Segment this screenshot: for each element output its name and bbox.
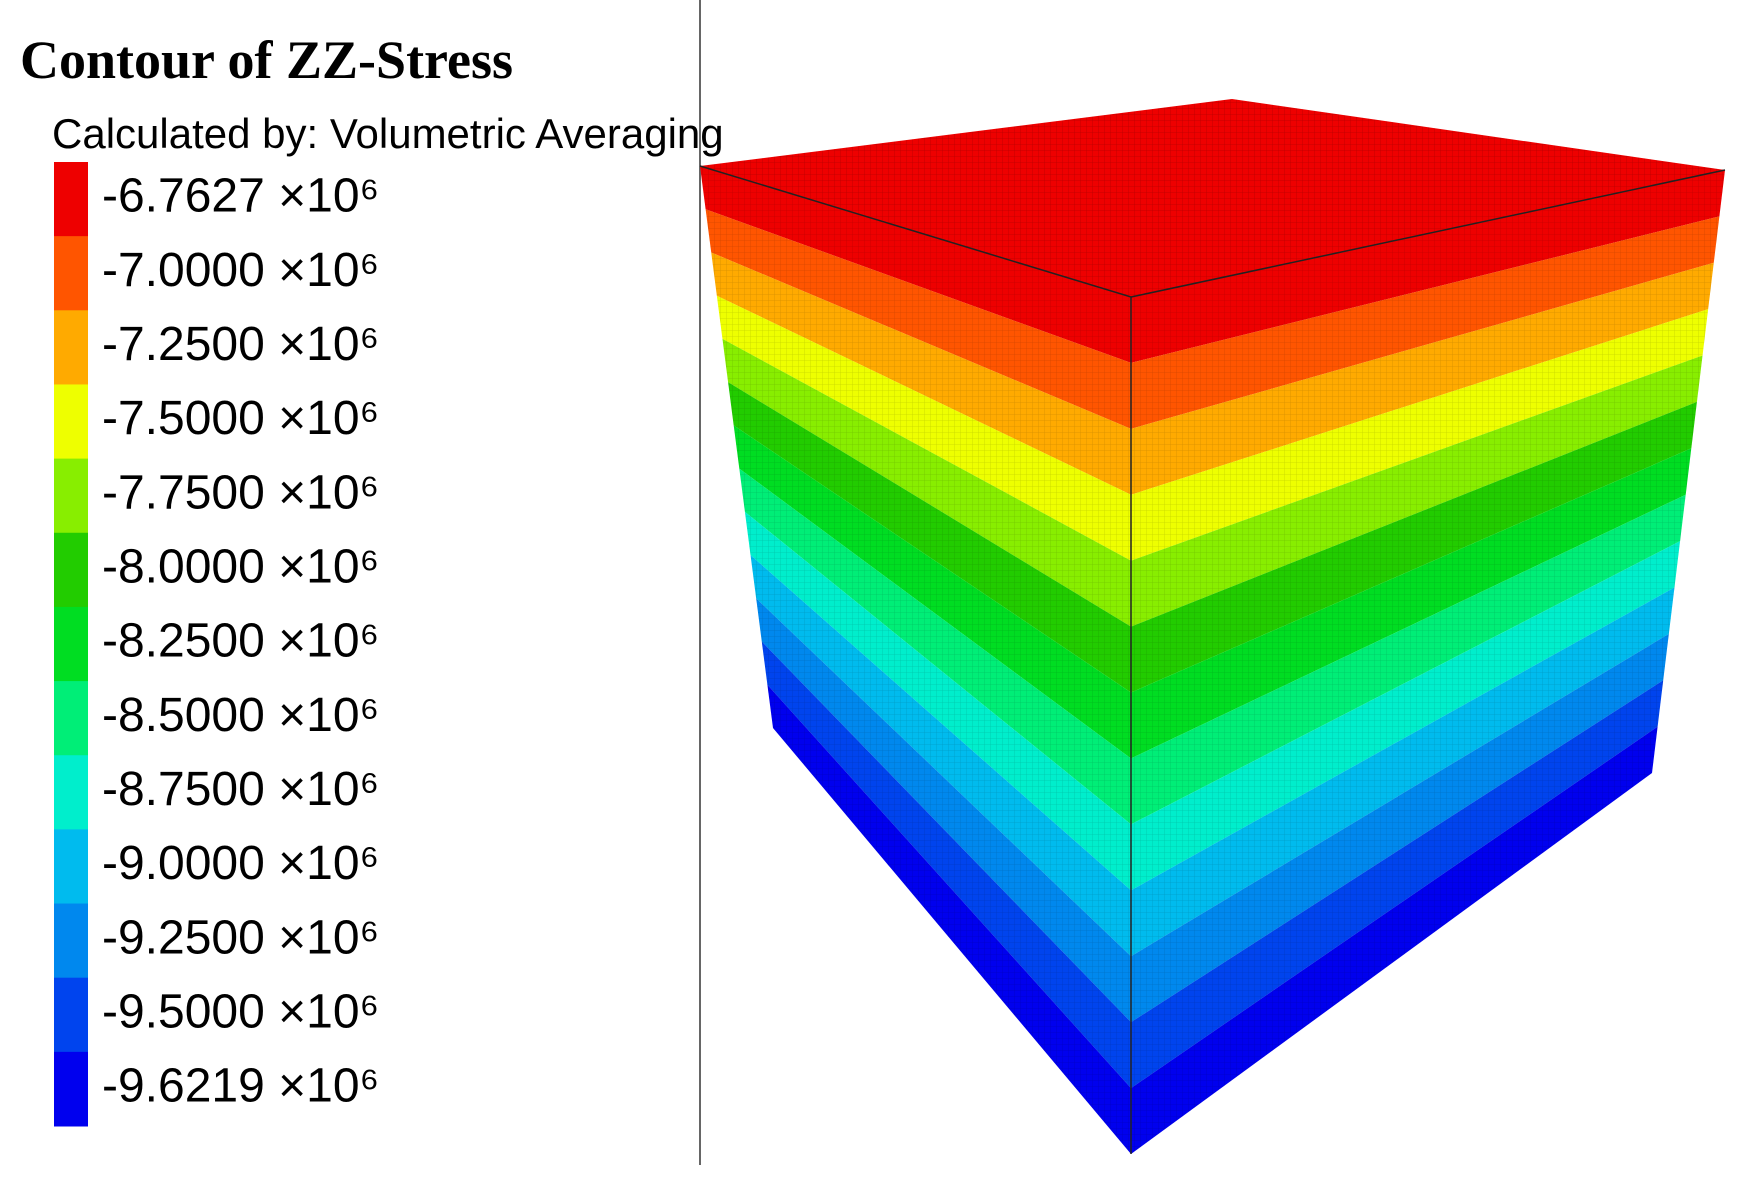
legend-label: -7.2500 ×10⁶	[102, 318, 379, 371]
color-swatch	[54, 977, 88, 1053]
cube-top-mesh	[700, 99, 1725, 297]
title: Contour of ZZ-Stress	[20, 30, 513, 90]
color-swatch	[54, 458, 88, 534]
legend-label: -8.2500 ×10⁶	[102, 615, 379, 668]
color-swatch	[54, 384, 88, 460]
legend-label: -7.0000 ×10⁶	[102, 244, 379, 297]
legend-label: -9.0000 ×10⁶	[102, 837, 379, 890]
legend-label: -6.7627 ×10⁶	[102, 170, 379, 223]
color-swatch	[54, 162, 88, 237]
color-swatch	[54, 903, 88, 979]
legend: -6.7627 ×10⁶ -7.0000 ×10⁶ -7.2500 ×10⁶ -7.5…	[54, 162, 379, 1127]
legend-label: -9.5000 ×10⁶	[102, 985, 379, 1038]
color-swatch	[54, 755, 88, 830]
legend-label: -9.2500 ×10⁶	[102, 911, 379, 964]
color-swatch	[54, 606, 88, 682]
color-swatch	[54, 829, 88, 905]
cube	[699, 99, 1726, 1154]
color-swatch	[54, 681, 88, 756]
legend-label: -7.5000 ×10⁶	[102, 392, 379, 445]
color-swatch	[54, 532, 88, 608]
cube-edges	[699, 165, 1726, 1154]
legend-label: -8.7500 ×10⁶	[102, 763, 379, 816]
legend-label: -8.0000 ×10⁶	[102, 541, 379, 594]
legend-label: -9.6219 ×10⁶	[102, 1060, 379, 1113]
subtitle: Calculated by: Volumetric Averaging	[52, 110, 724, 157]
legend-label: -7.7500 ×10⁶	[102, 466, 379, 519]
color-swatch	[54, 1051, 88, 1127]
color-swatch	[54, 236, 88, 311]
color-swatch	[54, 310, 88, 385]
cube-right-mesh	[1131, 170, 1725, 1154]
legend-label: -8.5000 ×10⁶	[102, 689, 379, 742]
cube-left-mesh	[700, 166, 1131, 1154]
